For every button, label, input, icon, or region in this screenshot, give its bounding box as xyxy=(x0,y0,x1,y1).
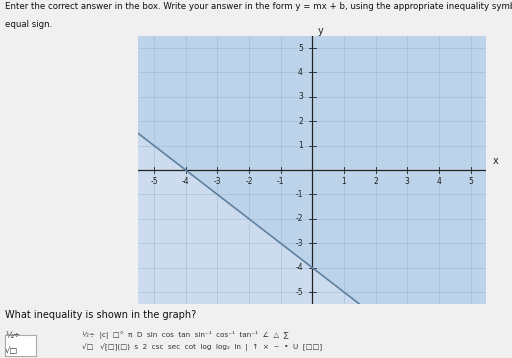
Text: y: y xyxy=(318,26,324,36)
Text: -4: -4 xyxy=(295,263,303,272)
Text: -5: -5 xyxy=(150,177,158,187)
Text: 4: 4 xyxy=(298,68,303,77)
Text: 5: 5 xyxy=(298,44,303,53)
Text: 2: 2 xyxy=(298,117,303,126)
Text: What inequality is shown in the graph?: What inequality is shown in the graph? xyxy=(5,310,197,320)
Text: 1: 1 xyxy=(342,177,346,187)
Text: -2: -2 xyxy=(295,214,303,223)
Text: 3: 3 xyxy=(405,177,410,187)
Text: Enter the correct answer in the box. Write your answer in the form y = mx + b, u: Enter the correct answer in the box. Wri… xyxy=(5,2,512,11)
Text: -1: -1 xyxy=(277,177,285,187)
Text: 4: 4 xyxy=(437,177,441,187)
Text: -3: -3 xyxy=(214,177,221,187)
Text: 1: 1 xyxy=(298,141,303,150)
Text: ½÷  |c|  □°  π  D  sin  cos  tan  sin⁻¹  cos⁻¹  tan⁻¹  ∠  △  ∑: ½÷ |c| □° π D sin cos tan sin⁻¹ cos⁻¹ ta… xyxy=(82,331,288,339)
Text: √□   √[□](□)  s  2  csc  sec  cot  log  log₂  ln  |  ↑  ×  ~  •  U  [□□]: √□ √[□](□) s 2 csc sec cot log log₂ ln |… xyxy=(82,344,322,352)
Text: -5: -5 xyxy=(295,287,303,296)
Text: -1: -1 xyxy=(295,190,303,199)
Text: 3: 3 xyxy=(298,92,303,101)
Text: 5: 5 xyxy=(468,177,473,187)
Text: ½÷
√□: ½÷ √□ xyxy=(5,331,20,355)
Text: -4: -4 xyxy=(182,177,189,187)
Text: -2: -2 xyxy=(245,177,253,187)
Text: -3: -3 xyxy=(295,239,303,248)
Text: x: x xyxy=(493,156,499,166)
Text: equal sign.: equal sign. xyxy=(5,20,52,29)
Polygon shape xyxy=(138,36,486,304)
Text: 2: 2 xyxy=(373,177,378,187)
